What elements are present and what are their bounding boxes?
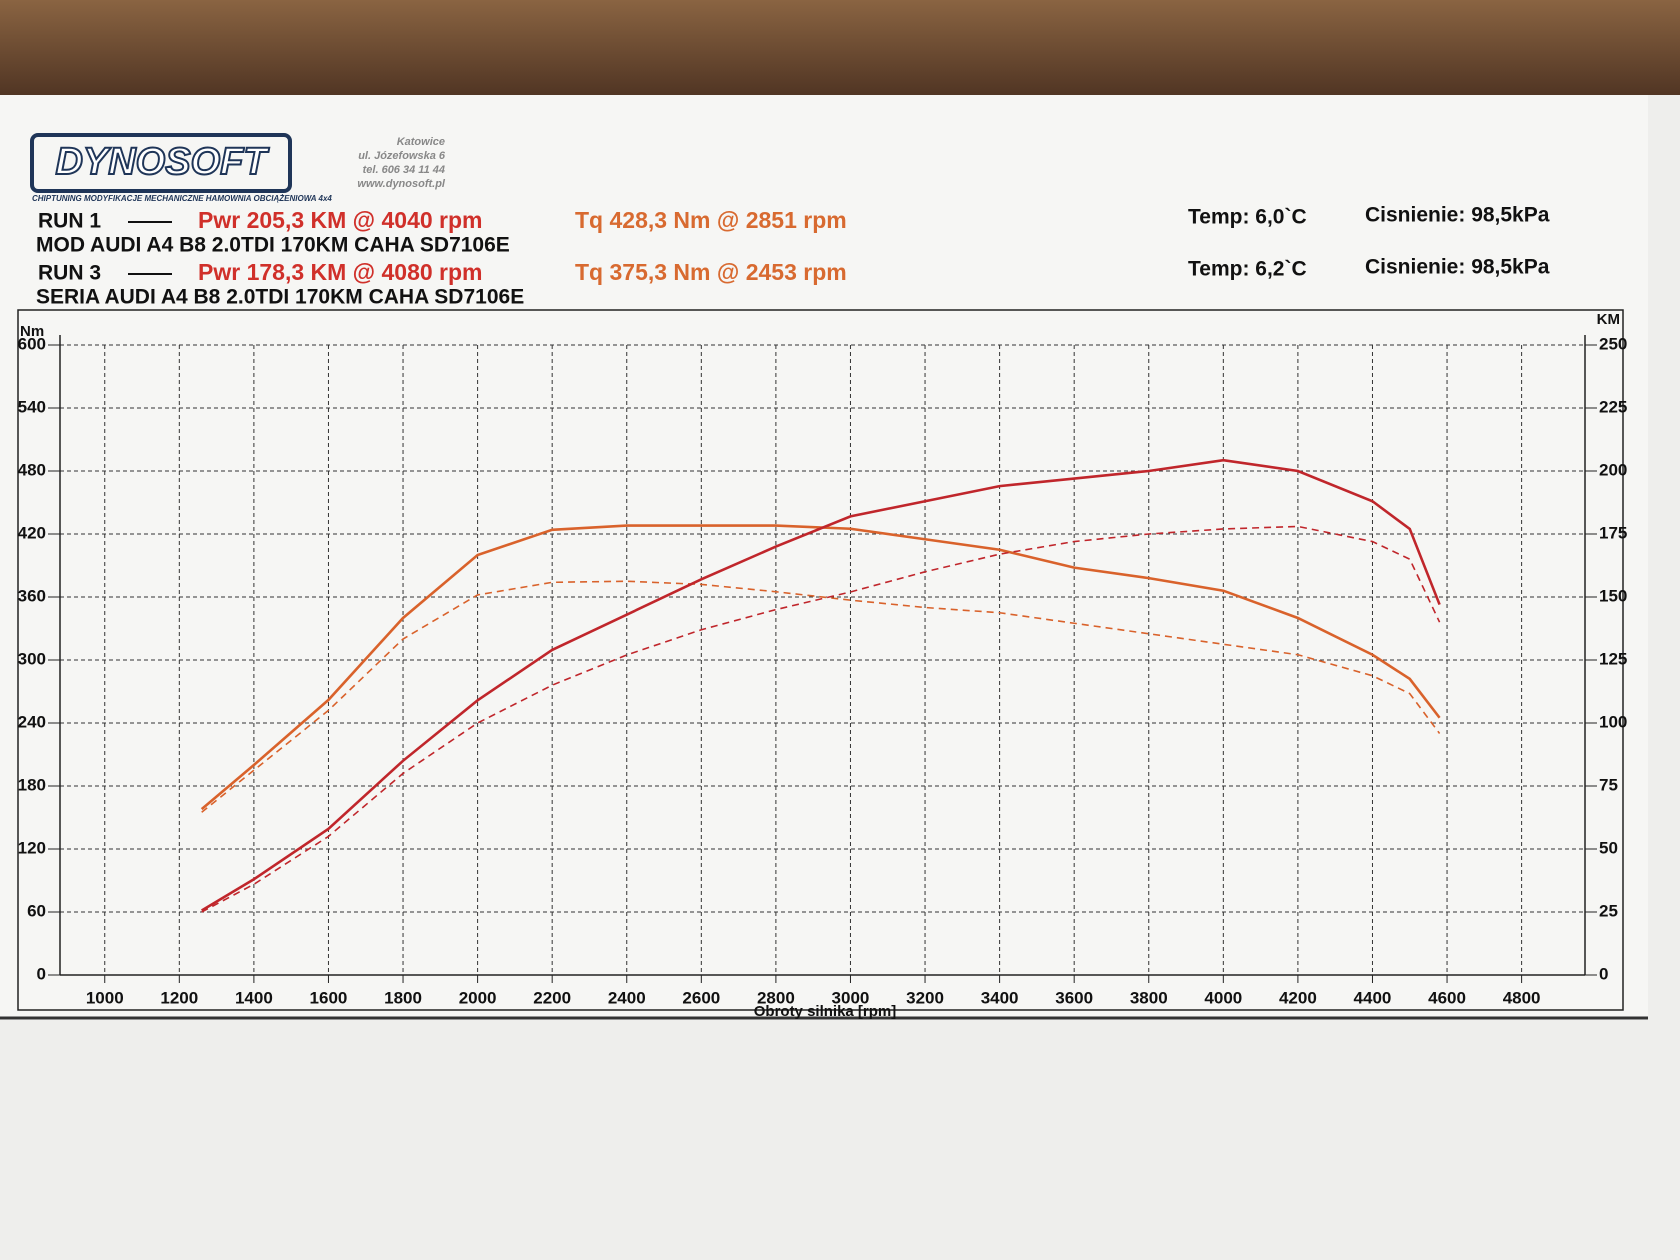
run-car: SERIA AUDI A4 B8 2.0TDI 170KM CAHA SD710… — [36, 286, 524, 309]
run-label: RUN 3 — [38, 262, 101, 285]
run-info: RUN 1 Pwr 205,3 KM @ 4040 rpm Tq 428,3 Nm … — [36, 204, 1550, 309]
run-pressure: Cisnienie: 98,5kPa — [1365, 204, 1550, 227]
series-line — [200, 524, 1441, 811]
x-tick-label: 2400 — [608, 988, 646, 1007]
x-tick-label: 4200 — [1279, 988, 1317, 1007]
y2-tick-label: 175 — [1599, 523, 1627, 542]
y-tick-label: 120 — [18, 838, 46, 857]
y-axis-label: Nm — [20, 323, 44, 340]
y2-tick-label: 100 — [1599, 712, 1627, 731]
logo: DYNOSOFT — [55, 141, 269, 183]
y-tick-label: 300 — [18, 649, 46, 668]
run-car: MOD AUDI A4 B8 2.0TDI 170KM CAHA SD7106E — [36, 234, 510, 257]
x-tick-label: 1800 — [384, 988, 422, 1007]
y-tick-label: 60 — [27, 901, 46, 920]
y-tick-label: 0 — [37, 964, 46, 983]
x-tick-label: 3600 — [1055, 988, 1093, 1007]
series-line — [201, 580, 1441, 813]
run-torque: Tq 375,3 Nm @ 2453 rpm — [575, 259, 847, 285]
y-tick-label: 600 — [18, 334, 46, 353]
x-tick-label: 4400 — [1354, 988, 1392, 1007]
x-tick-label: 1000 — [86, 988, 124, 1007]
tagline: CHIPTUNING MODYFIKACJE MECHANICZNE HAMOW… — [32, 194, 332, 203]
y-tick-label: 420 — [18, 523, 46, 542]
series-line — [201, 525, 1441, 913]
y2-tick-label: 0 — [1599, 964, 1608, 983]
x-tick-label: 4600 — [1428, 988, 1466, 1007]
series-line — [201, 458, 1441, 912]
address: Katowice ul. Józefowska 6 tel. 606 34 11 4… — [357, 136, 446, 190]
x-tick-label: 2600 — [682, 988, 720, 1007]
y-tick-label: 240 — [18, 712, 46, 731]
run-torque: Tq 428,3 Nm @ 2851 rpm — [575, 207, 847, 233]
run-temp: Temp: 6,0`C — [1188, 206, 1307, 229]
run-pressure: Cisnienie: 98,5kPa — [1365, 256, 1550, 279]
x-tick-label: 2800 — [757, 988, 795, 1007]
address-line: ul. Józefowska 6 — [358, 150, 446, 162]
x-tick-label: 2200 — [533, 988, 571, 1007]
y2-axis-label: KM — [1597, 311, 1620, 328]
y-tick-label: 360 — [18, 586, 46, 605]
x-tick-label: 1200 — [160, 988, 198, 1007]
y2-tick-label: 225 — [1599, 397, 1627, 416]
y2-tick-label: 250 — [1599, 334, 1627, 353]
x-axis-label: Obroty silnika [rpm] — [754, 1003, 897, 1020]
x-tick-label: 1600 — [310, 988, 348, 1007]
y2-tick-label: 75 — [1599, 775, 1618, 794]
run-power: Pwr 178,3 KM @ 4080 rpm — [198, 259, 483, 285]
wood-background — [0, 0, 1680, 100]
y2-tick-label: 50 — [1599, 838, 1618, 857]
y2-tick-label: 25 — [1599, 901, 1618, 920]
address-line: www.dynosoft.pl — [357, 178, 446, 190]
x-tick-label: 3400 — [981, 988, 1019, 1007]
y-tick-label: 180 — [18, 775, 46, 794]
x-tick-label: 3800 — [1130, 988, 1168, 1007]
address-line: Katowice — [397, 136, 445, 148]
run-temp: Temp: 6,2`C — [1188, 258, 1307, 281]
x-tick-label: 2000 — [459, 988, 497, 1007]
y2-tick-label: 125 — [1599, 649, 1627, 668]
x-tick-label: 4800 — [1503, 988, 1541, 1007]
x-tick-label: 3200 — [906, 988, 944, 1007]
x-tick-label: 3000 — [832, 988, 870, 1007]
logo-box — [30, 133, 292, 193]
y-tick-label: 540 — [18, 397, 46, 416]
run-label: RUN 1 — [38, 210, 101, 233]
x-tick-label: 1400 — [235, 988, 273, 1007]
x-tick-label: 4000 — [1204, 988, 1242, 1007]
y2-tick-label: 200 — [1599, 460, 1627, 479]
run-power: Pwr 205,3 KM @ 4040 rpm — [198, 207, 483, 233]
address-line: tel. 606 34 11 44 — [363, 164, 445, 176]
plot-frame — [17, 309, 1624, 1011]
y-tick-label: 480 — [18, 460, 46, 479]
y2-tick-label: 150 — [1599, 586, 1627, 605]
